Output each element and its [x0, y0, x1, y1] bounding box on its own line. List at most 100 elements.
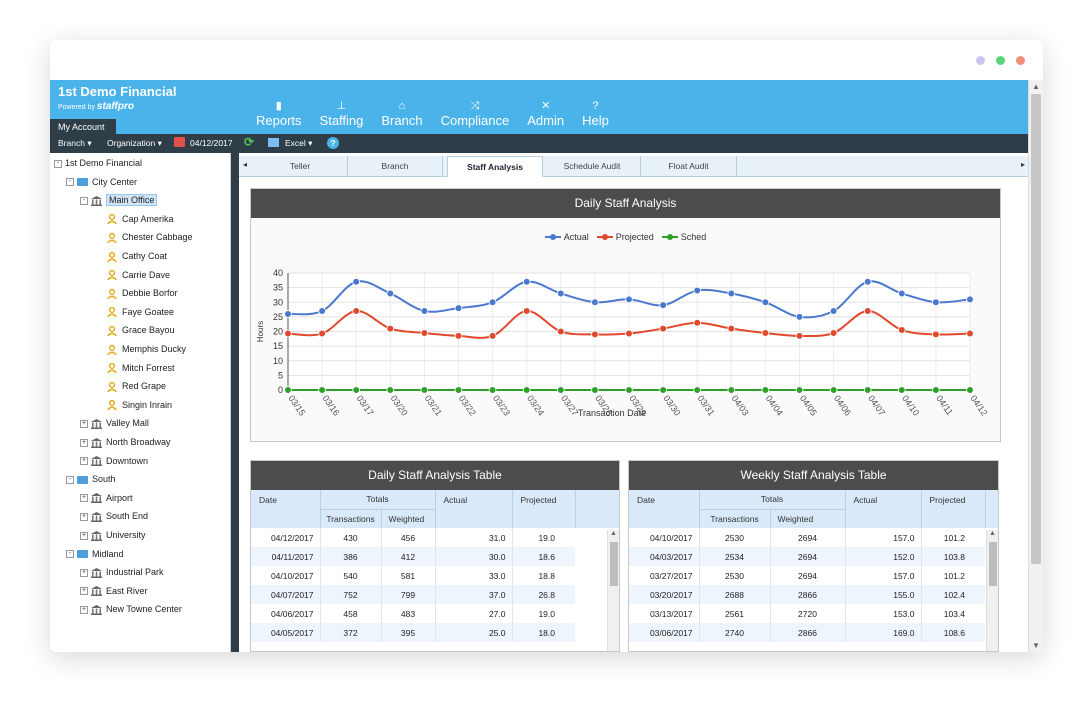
my-account-tab[interactable]: My Account — [50, 119, 116, 134]
tree-branch[interactable]: + New Towne Center — [80, 602, 182, 616]
data-point-projected[interactable] — [932, 330, 940, 339]
data-point-sched[interactable] — [863, 386, 872, 394]
expand-icon[interactable]: + — [80, 531, 88, 540]
data-point-projected[interactable] — [795, 332, 804, 340]
page-scrollbar[interactable]: ▲ ▼ — [1028, 80, 1043, 652]
table-row[interactable]: 04/11/2017 386 412 30.0 18.6 — [251, 547, 619, 566]
data-point-projected[interactable] — [897, 326, 906, 334]
tree-region-south[interactable]: - South — [66, 472, 116, 486]
data-point-projected[interactable] — [863, 307, 872, 315]
table-row[interactable]: 03/27/2017 2530 2694 157.0 101.2 — [629, 566, 998, 585]
tree-branch[interactable]: + East River — [80, 584, 148, 598]
expand-icon[interactable]: + — [80, 438, 88, 447]
nav-admin[interactable]: ✕ Admin — [527, 100, 565, 128]
collapse-icon[interactable]: - — [80, 196, 88, 205]
data-point-actual[interactable] — [454, 304, 463, 312]
data-point-sched[interactable] — [829, 386, 838, 394]
col-projected[interactable]: Projected — [921, 490, 986, 528]
col-actual[interactable]: Actual — [435, 490, 513, 528]
tree-branch-main-office[interactable]: - Main Office — [80, 193, 158, 207]
data-point-sched[interactable] — [386, 386, 395, 394]
table-row[interactable]: 04/05/2017 372 395 25.0 18.0 — [251, 623, 619, 642]
tree-person[interactable]: Chester Cabbage — [107, 230, 193, 244]
expand-icon[interactable]: + — [80, 494, 88, 503]
data-point-sched[interactable] — [727, 386, 736, 394]
col-date[interactable]: Date — [629, 490, 700, 528]
data-point-projected[interactable] — [659, 324, 667, 333]
refresh-icon[interactable]: ⟳ — [244, 135, 255, 149]
data-point-actual[interactable] — [556, 289, 565, 298]
collapse-icon[interactable]: - — [66, 178, 74, 187]
table-scrollbar-thumb[interactable] — [989, 542, 997, 586]
table-scrollbar[interactable]: ▲ — [986, 530, 998, 651]
tab-scroll-right-icon[interactable]: ▸ — [1020, 160, 1025, 169]
data-point-projected[interactable] — [522, 307, 531, 315]
expand-icon[interactable]: + — [80, 587, 88, 596]
data-point-projected[interactable] — [420, 329, 429, 337]
data-point-actual[interactable] — [932, 298, 940, 307]
collapse-icon[interactable]: - — [66, 475, 74, 484]
data-point-actual[interactable] — [625, 295, 633, 304]
table-row[interactable]: 04/12/2017 430 456 31.0 19.0 — [251, 528, 619, 547]
data-point-actual[interactable] — [488, 298, 497, 307]
tab-staff-analysis[interactable]: Staff Analysis — [447, 156, 543, 177]
scroll-down-icon[interactable]: ▼ — [1032, 641, 1040, 650]
data-point-actual[interactable] — [829, 307, 838, 315]
window-dot-2[interactable] — [996, 56, 1005, 65]
table-row[interactable]: 03/06/2017 2740 2866 169.0 108.6 — [629, 623, 998, 642]
col-actual[interactable]: Actual — [845, 490, 922, 528]
nav-help[interactable]: ? Help — [582, 100, 609, 128]
data-point-actual[interactable] — [591, 298, 599, 307]
data-point-actual[interactable] — [897, 289, 906, 298]
data-point-actual[interactable] — [522, 277, 531, 286]
tree-root[interactable]: -1st Demo Financial — [54, 156, 142, 170]
legend-projected[interactable]: Projected — [596, 232, 654, 242]
table-scrollbar-thumb[interactable] — [610, 542, 618, 586]
tree-branch[interactable]: + Airport — [80, 491, 133, 505]
excel-dropdown[interactable]: Excel ▾ — [285, 138, 313, 148]
tree-person[interactable]: Debbie Borfor — [107, 286, 178, 300]
data-point-sched[interactable] — [352, 386, 360, 394]
data-point-actual[interactable] — [659, 301, 667, 309]
data-point-projected[interactable] — [761, 329, 770, 337]
tab-branch[interactable]: Branch — [348, 156, 443, 177]
expand-icon[interactable]: + — [80, 420, 88, 429]
tree-branch[interactable]: + Industrial Park — [80, 565, 164, 579]
tab-scroll-left-icon[interactable]: ◂ — [243, 160, 248, 169]
data-point-actual[interactable] — [795, 313, 804, 321]
data-point-sched[interactable] — [284, 386, 292, 394]
data-point-projected[interactable] — [556, 327, 565, 336]
scrollbar-thumb[interactable] — [1031, 94, 1041, 564]
nav-reports[interactable]: ▮ Reports — [256, 100, 302, 128]
col-transactions[interactable]: Transactions — [320, 509, 382, 528]
data-point-sched[interactable] — [591, 386, 599, 394]
scroll-up-icon[interactable]: ▲ — [610, 530, 617, 537]
col-projected[interactable]: Projected — [512, 490, 576, 528]
tree-person[interactable]: Cathy Coat — [107, 249, 167, 263]
tree-person[interactable]: Faye Goatee — [107, 305, 174, 319]
help-icon[interactable]: ? — [327, 137, 339, 149]
data-point-sched[interactable] — [488, 386, 497, 394]
tree-branch[interactable]: + Downtown — [80, 454, 148, 468]
data-point-sched[interactable] — [761, 386, 770, 394]
expand-icon[interactable]: + — [80, 606, 88, 615]
data-point-sched[interactable] — [522, 386, 531, 394]
data-point-sched[interactable] — [454, 386, 463, 394]
tree-person[interactable]: Mitch Forrest — [107, 361, 175, 375]
tree-person[interactable]: Cap Amerika — [107, 212, 174, 226]
tab-teller[interactable]: Teller — [253, 156, 348, 177]
data-point-sched[interactable] — [932, 386, 940, 394]
table-row[interactable]: 03/13/2017 2561 2720 153.0 103.4 — [629, 604, 998, 623]
splitter[interactable] — [231, 153, 239, 652]
data-point-sched[interactable] — [693, 386, 702, 394]
collapse-icon[interactable]: - — [66, 550, 74, 559]
data-point-actual[interactable] — [318, 307, 326, 315]
data-point-projected[interactable] — [966, 329, 974, 338]
data-point-projected[interactable] — [386, 324, 395, 333]
data-point-actual[interactable] — [352, 277, 360, 286]
data-point-projected[interactable] — [591, 330, 599, 339]
nav-branch[interactable]: ⌂ Branch — [381, 100, 423, 128]
data-point-actual[interactable] — [966, 295, 974, 304]
expand-icon[interactable]: + — [80, 457, 88, 466]
tree-person[interactable]: Grace Bayou — [107, 323, 175, 337]
